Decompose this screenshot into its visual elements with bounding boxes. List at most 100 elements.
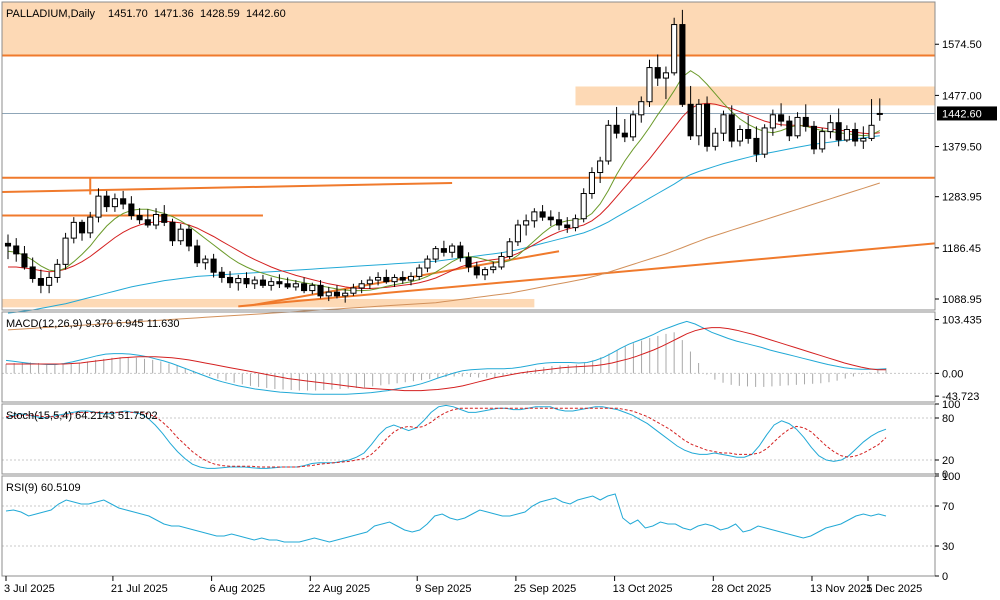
candle-body-68: [564, 224, 571, 229]
candle-body-53: [440, 248, 447, 253]
candle-body-29: [243, 278, 250, 285]
candle-body-67: [555, 219, 563, 226]
stoch-tick-label-3: 0: [942, 469, 948, 481]
candle-body-43: [358, 283, 365, 289]
rsi-tick-label-0: 100: [942, 471, 960, 483]
trend-line-6: [254, 250, 560, 306]
candle-body-105: [868, 124, 875, 139]
candle-body-82: [679, 24, 686, 105]
stoch-d-line: [6, 407, 887, 468]
candle-body-42: [350, 287, 357, 294]
price-tick-label-4: 1186.45: [942, 243, 981, 255]
x-tick-label-6: 13 Oct 2025: [613, 583, 673, 595]
stoch-k-line: [5, 404, 887, 469]
price-frame: [1, 1, 936, 311]
candle-body-91: [753, 137, 760, 155]
stochastic-pane[interactable]: 100 80 20 0: [1, 399, 960, 481]
candle-body-61: [506, 241, 513, 257]
candle-body-18: [152, 214, 160, 226]
rsi-line: [5, 493, 887, 543]
zone-1: [575, 86, 935, 106]
macd-tick-label-2: -43.723: [942, 391, 979, 403]
candle-body-95: [786, 120, 793, 137]
macd-title: MACD(12,26,9) 9.370 6.945 11.630: [6, 318, 179, 330]
candle-body-24: [202, 258, 209, 264]
candle-body-83: [687, 103, 694, 137]
candle-body-69: [572, 218, 579, 229]
macd-tick-label-1: 0.00: [942, 368, 963, 380]
candle-body-21: [177, 228, 184, 242]
candle-body-55: [457, 245, 464, 259]
candle-body-0: [4, 242, 12, 247]
candle-body-32: [268, 281, 275, 286]
candle-body-33: [276, 281, 283, 285]
candle-body-93: [769, 114, 776, 129]
x-tick-label-7: 28 Oct 2025: [711, 583, 771, 595]
candle-body-100: [827, 122, 834, 133]
candle-body-57: [473, 266, 480, 276]
candle-body-89: [736, 129, 744, 142]
candle-body-9: [78, 221, 86, 234]
candle-body-59: [490, 266, 497, 271]
candle-body-58: [481, 269, 489, 276]
candle-body-92: [761, 127, 768, 155]
x-tick-label-2: 6 Aug 2025: [210, 583, 266, 595]
candle-body-88: [728, 114, 735, 142]
zone-0: [2, 2, 935, 56]
candle-body-51: [424, 258, 431, 269]
price-tick-label-3: 1283.95: [942, 192, 982, 204]
candle-body-25: [210, 258, 217, 273]
stoch-frame: [1, 403, 936, 475]
macd-pane[interactable]: 103.435 0.00 -43.723: [1, 311, 982, 403]
candle-body-65: [539, 211, 546, 218]
candle-body-6: [54, 263, 61, 278]
candle-body-19: [161, 214, 168, 223]
candle-body-60: [498, 255, 505, 268]
candle-body-3: [29, 266, 36, 280]
candle-body-20: [169, 221, 176, 242]
candle-body-98: [810, 125, 818, 150]
ohlc-high: 1471.36: [154, 8, 194, 20]
candle-body-102: [843, 129, 850, 141]
candle-body-7: [62, 237, 69, 265]
stoch-tick-label-1: 80: [942, 413, 954, 425]
candle-body-62: [514, 224, 521, 243]
candle-body-47: [391, 276, 398, 283]
candle-body-45: [375, 276, 382, 281]
candle-body-8: [70, 221, 77, 239]
candle-body-14: [120, 198, 127, 205]
ohlc-low: 1428.59: [200, 8, 240, 20]
candle-body-49: [407, 275, 415, 281]
candle-body-36: [301, 283, 308, 292]
ohlc-close: 1442.60: [246, 8, 286, 20]
overlay-ma-slow: [7, 135, 880, 314]
candle-body-70: [580, 193, 587, 220]
candle-body-13: [111, 198, 118, 208]
candle-body-26: [218, 271, 225, 278]
candle-body-80: [662, 72, 669, 79]
macd-line: [5, 320, 887, 395]
current-price-tag: [937, 106, 997, 121]
candle-body-87: [720, 114, 727, 134]
candle-body-41: [342, 292, 349, 297]
stoch-tick-label-0: 100: [942, 399, 960, 411]
candle-body-77: [638, 101, 645, 116]
candle-body-5: [46, 276, 53, 286]
candle-body-78: [646, 67, 653, 103]
candle-body-75: [621, 132, 628, 138]
candle-body-23: [194, 245, 201, 264]
candle-body-63: [523, 220, 530, 226]
candle-body-56: [465, 257, 472, 268]
candle-body-52: [432, 248, 439, 260]
candle-body-27: [227, 276, 234, 284]
candle-body-90: [745, 129, 752, 139]
candle-body-34: [284, 283, 291, 288]
x-tick-label-4: 9 Sep 2025: [415, 583, 471, 595]
candle-body-84: [695, 103, 702, 137]
price-tick-label-1: 1477.00: [942, 90, 982, 102]
candle-body-74: [613, 124, 620, 134]
candle-body-79: [654, 67, 661, 79]
price-pane[interactable]: 1574.50 1477.00 1379.50 1283.95 1186.45 1088.…: [1, 1, 997, 331]
candle-body-54: [449, 245, 456, 253]
rsi-pane[interactable]: 100 70 30 0: [1, 471, 960, 583]
